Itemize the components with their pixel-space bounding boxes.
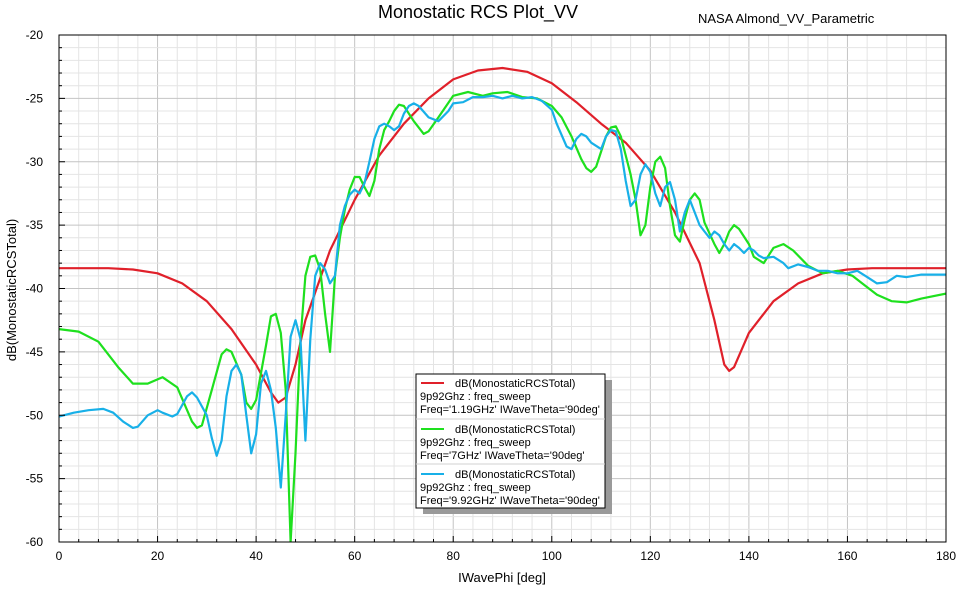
series-line-3 <box>59 94 946 489</box>
legend-name-3: dB(MonostaticRCSTotal) <box>455 469 575 481</box>
series-layer <box>59 66 946 542</box>
y-tick-label: -25 <box>26 91 44 105</box>
legend-sweep-2: 9p92Ghz : freq_sweep <box>420 437 531 449</box>
legend-entry-2: dB(MonostaticRCSTotal) 9p92Ghz : freq_sw… <box>420 424 585 462</box>
legend-freq-3: Freq='9.92GHz' IWaveTheta='90deg' <box>420 495 600 507</box>
x-axis-label: IWavePhi [deg] <box>458 570 546 585</box>
x-tick-label: 140 <box>739 549 759 563</box>
y-tick-label: -50 <box>26 408 44 422</box>
x-tick-label: 120 <box>640 549 660 563</box>
legend-freq-1: Freq='1.19GHz' IWaveTheta='90deg' <box>420 404 600 416</box>
y-tick-label: -40 <box>26 282 44 296</box>
y-tick-label: -55 <box>26 472 44 486</box>
legend: dB(MonostaticRCSTotal) 9p92Ghz : freq_sw… <box>415 373 612 514</box>
x-tick-label: 80 <box>447 549 461 563</box>
y-tick-label: -30 <box>26 155 44 169</box>
legend-name-2: dB(MonostaticRCSTotal) <box>455 424 575 436</box>
legend-sweep-1: 9p92Ghz : freq_sweep <box>420 391 531 403</box>
series-line-1 <box>59 66 946 404</box>
x-tick-label: 40 <box>249 549 263 563</box>
series-line-2 <box>59 90 946 542</box>
x-tick-label: 160 <box>837 549 857 563</box>
y-tick-label: -35 <box>26 218 44 232</box>
legend-freq-2: Freq='7GHz' IWaveTheta='90deg' <box>420 450 585 462</box>
legend-name-1: dB(MonostaticRCSTotal) <box>455 378 575 390</box>
y-tick-label: -20 <box>26 28 44 42</box>
y-axis-label: dB(MonostaticRCSTotal) <box>4 219 19 361</box>
chart-subtitle: NASA Almond_VV_Parametric <box>698 11 875 26</box>
x-tick-label: 100 <box>542 549 562 563</box>
legend-box <box>415 373 606 509</box>
x-tick-label: 60 <box>348 549 362 563</box>
x-tick-label: 180 <box>936 549 956 563</box>
chart-title: Monostatic RCS Plot_VV <box>378 2 578 23</box>
y-tick-label: -60 <box>26 535 44 549</box>
x-tick-label: 20 <box>151 549 165 563</box>
ticks: 0 20 40 60 80 100 120 140 160 180 -20 -25 -30 -35 -40 -… <box>26 28 957 563</box>
legend-entry-1: dB(MonostaticRCSTotal) 9p92Ghz : freq_sw… <box>420 378 600 416</box>
y-tick-label: -45 <box>26 345 44 359</box>
legend-entry-3: dB(MonostaticRCSTotal) 9p92Ghz : freq_sw… <box>420 469 600 507</box>
x-tick-label: 0 <box>56 549 63 563</box>
legend-sweep-3: 9p92Ghz : freq_sweep <box>420 482 531 494</box>
